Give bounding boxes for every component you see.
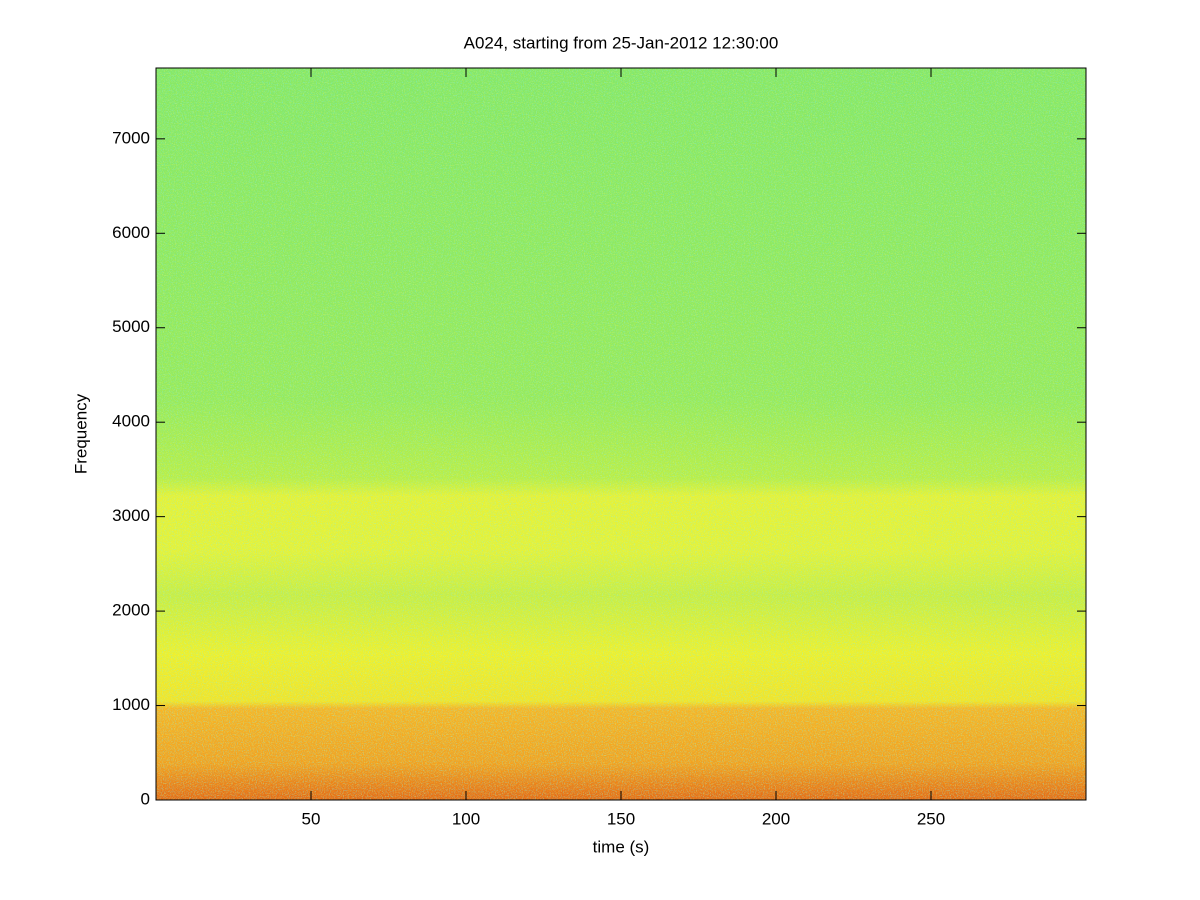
y-tick-label: 0 bbox=[141, 789, 150, 808]
y-tick-label: 7000 bbox=[112, 128, 150, 147]
y-tick-label: 5000 bbox=[112, 317, 150, 336]
x-tick-label: 100 bbox=[452, 809, 480, 828]
x-axis-label: time (s) bbox=[593, 837, 650, 856]
y-axis-label: Frequency bbox=[71, 393, 90, 474]
x-tick-label: 150 bbox=[607, 809, 635, 828]
spectrogram-noise bbox=[156, 68, 1086, 800]
x-tick-label: 200 bbox=[762, 809, 790, 828]
spectrogram-image bbox=[156, 68, 1086, 800]
x-tick-label: 250 bbox=[917, 809, 945, 828]
chart-title: A024, starting from 25-Jan-2012 12:30:00 bbox=[464, 33, 779, 52]
y-tick-label: 1000 bbox=[112, 695, 150, 714]
y-tick-label: 4000 bbox=[112, 412, 150, 431]
y-tick-label: 3000 bbox=[112, 506, 150, 525]
x-tick-label: 50 bbox=[302, 809, 321, 828]
y-tick-label: 6000 bbox=[112, 223, 150, 242]
y-tick-label: 2000 bbox=[112, 601, 150, 620]
